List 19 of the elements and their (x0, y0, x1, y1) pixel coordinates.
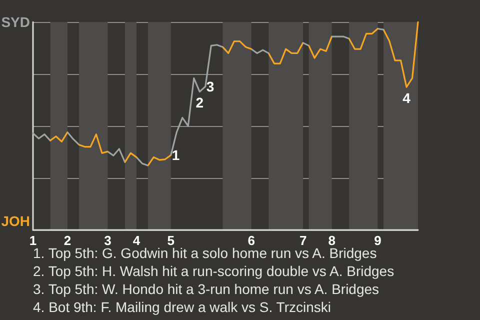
text: 1. Top 5th: G. Godwin hit a solo home run vs A. Bridges (33, 245, 377, 261)
text: 4. Bot 9th: F. Mailing drew a walk vs S. Trzcinski (33, 299, 331, 315)
x-tick-label: 7 (299, 233, 307, 248)
x-tick-label: 6 (248, 233, 255, 248)
x-tick-label: 9 (374, 233, 382, 248)
x-tick-label: 2 (64, 233, 72, 248)
annotation: 2 (196, 94, 204, 111)
x-tick-label: 5 (167, 233, 175, 248)
annotation: 3 (206, 78, 214, 94)
text: JOH (1, 213, 30, 229)
x-tick-label: 1 (29, 233, 37, 248)
text: 2. Top 5th: H. Walsh hit a run-scoring double vs A. Bridges (33, 263, 394, 279)
text: SYD (1, 14, 30, 30)
x-tick-label: 8 (328, 233, 336, 248)
annotation: 4 (402, 90, 411, 106)
x-tick-label: 3 (104, 233, 112, 248)
annotation: 1 (172, 147, 180, 164)
text: 3. Top 5th: W. Hondo hit a 3-run home run vs A. Bridges (33, 281, 380, 297)
x-tick-label: 4 (132, 233, 141, 248)
